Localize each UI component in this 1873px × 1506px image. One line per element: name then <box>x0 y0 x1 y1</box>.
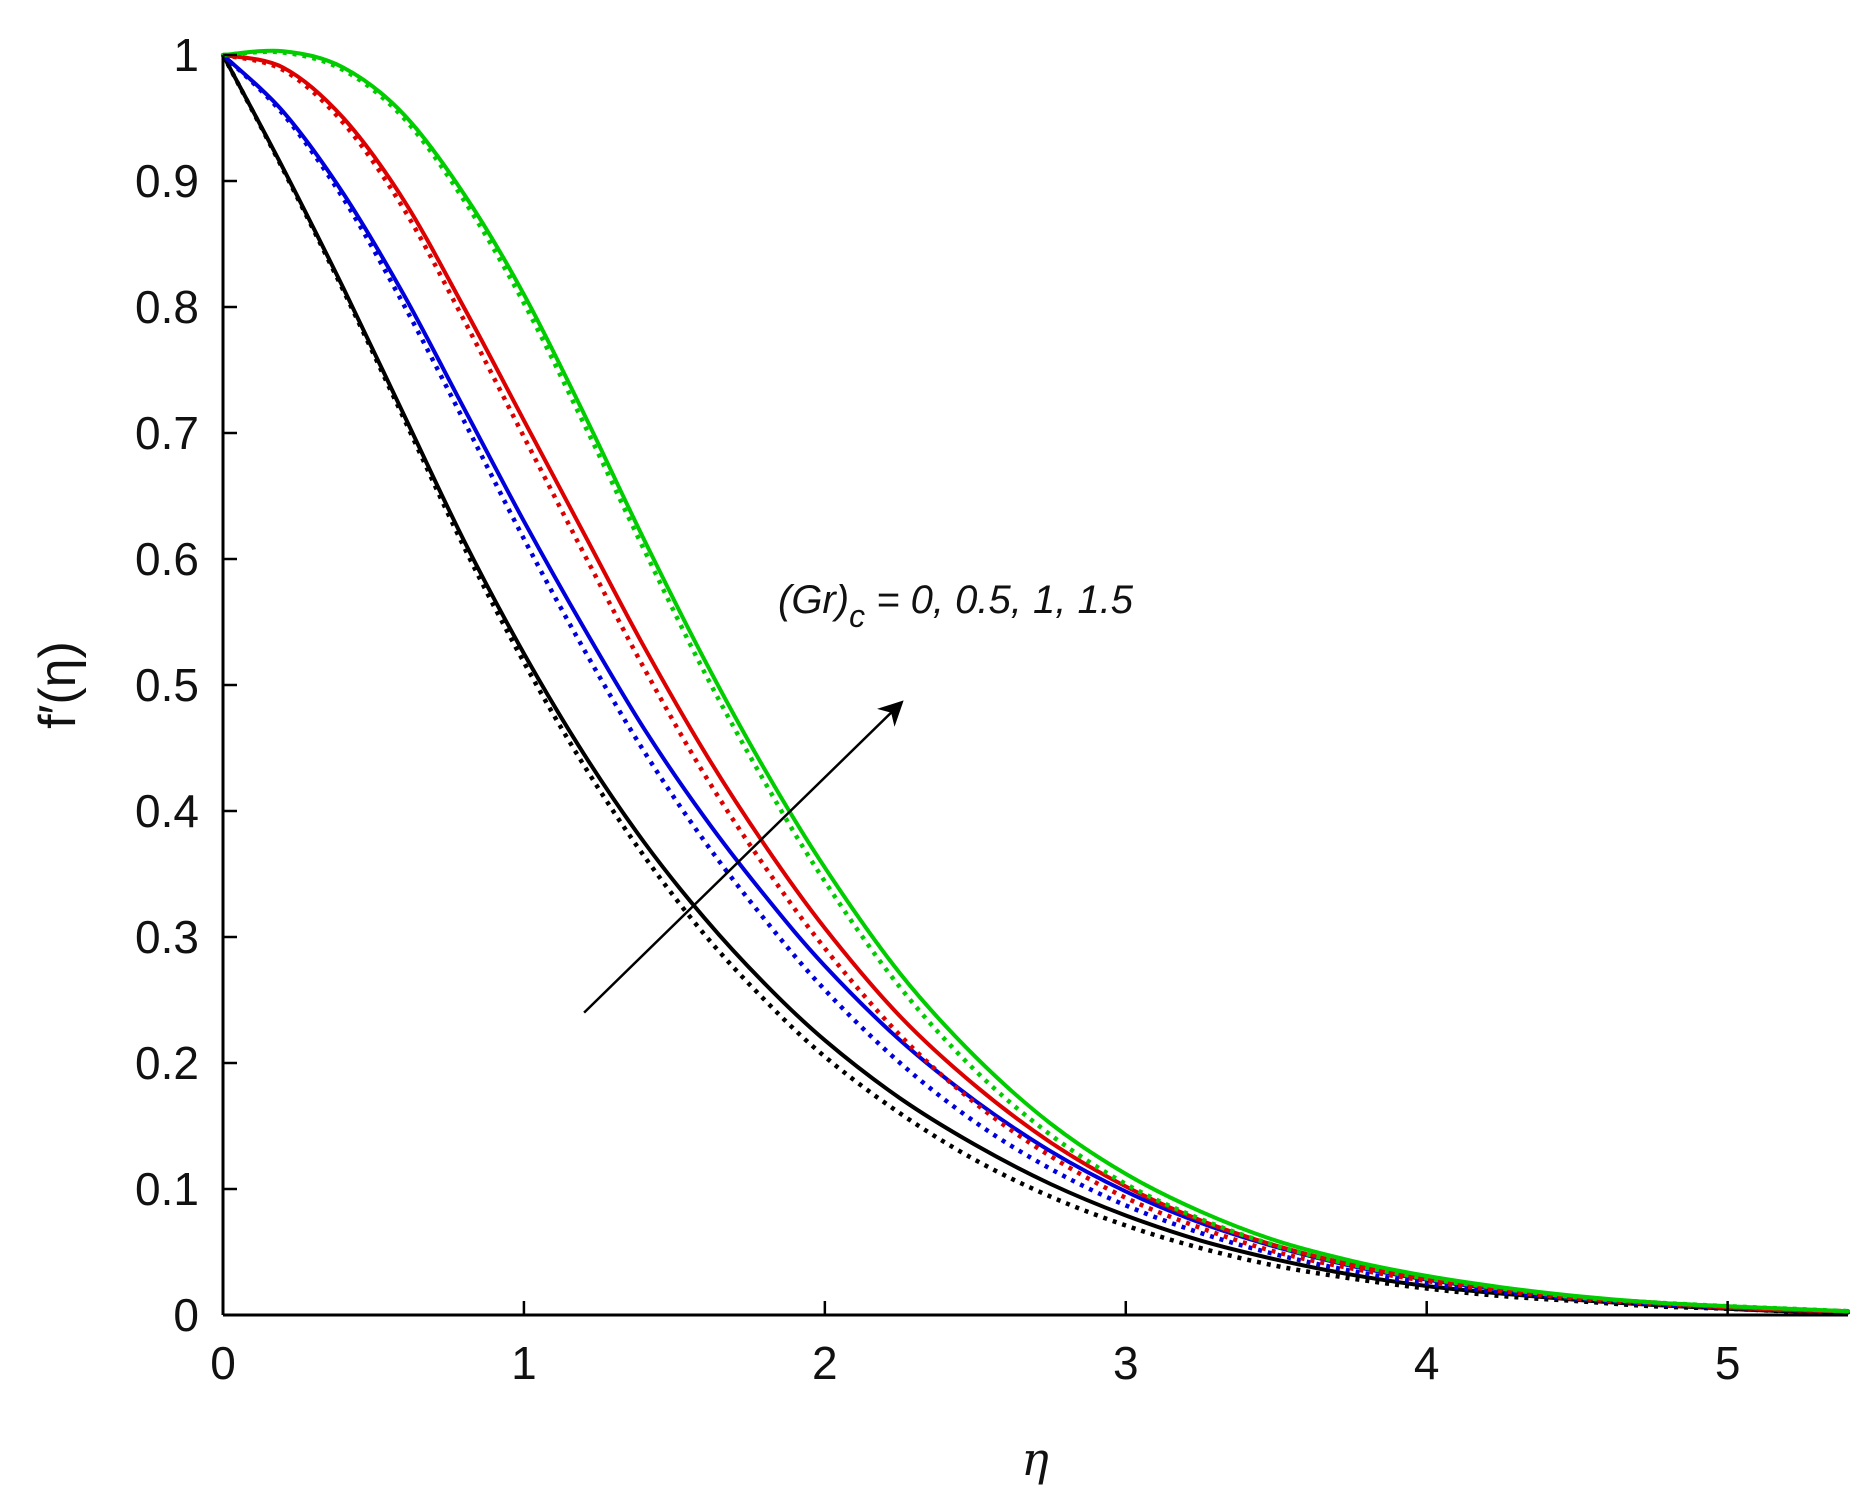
y-tick-label: 0 <box>173 1289 199 1341</box>
x-tick-label: 5 <box>1715 1337 1741 1389</box>
y-tick-label: 0.2 <box>135 1037 199 1089</box>
series-line-6 <box>221 48 1850 1314</box>
y-tick-label: 0.6 <box>135 533 199 585</box>
annotation-main: (Gr) <box>778 578 849 622</box>
annotation-suffix: = 0, 0.5, 1, 1.5 <box>865 578 1134 622</box>
series-line-1 <box>221 53 1849 1315</box>
series-line-3 <box>221 53 1849 1314</box>
x-tick-label: 0 <box>210 1337 236 1389</box>
y-ticks: 0 0.1 0.2 0.3 0.4 0.5 0.6 0.7 0.8 0.9 1 <box>135 29 237 1341</box>
x-tick-label: 2 <box>812 1337 838 1389</box>
x-tick-label: 4 <box>1414 1337 1440 1389</box>
plot-background <box>223 55 1848 1315</box>
y-axis-label: f′(η) <box>29 641 87 729</box>
annotation-subscript: c <box>849 598 865 634</box>
y-tick-label: 0.9 <box>135 155 199 207</box>
series-line-5 <box>222 52 1849 1314</box>
y-tick-label: 0.8 <box>135 281 199 333</box>
y-tick-label: 1 <box>173 29 199 81</box>
annotation-arrow <box>583 700 904 1014</box>
y-tick-label: 0.7 <box>135 407 199 459</box>
y-tick-label: 0.3 <box>135 911 199 963</box>
annotation-text: (Gr)c = 0, 0.5, 1, 1.5 <box>778 578 1134 634</box>
y-tick-label: 0.5 <box>135 659 199 711</box>
y-tick-label: 0.1 <box>135 1163 199 1215</box>
x-axis-label: η <box>1021 1432 1049 1486</box>
y-tick-label: 0.4 <box>135 785 199 837</box>
annotation: (Gr)c = 0, 0.5, 1, 1.5 <box>583 578 1134 1014</box>
plot-area <box>223 55 1848 1315</box>
x-tick-label: 1 <box>511 1337 537 1389</box>
series-layer <box>221 48 1850 1315</box>
x-ticks: 0 1 2 3 4 5 <box>210 1301 1740 1389</box>
x-tick-label: 3 <box>1113 1337 1139 1389</box>
